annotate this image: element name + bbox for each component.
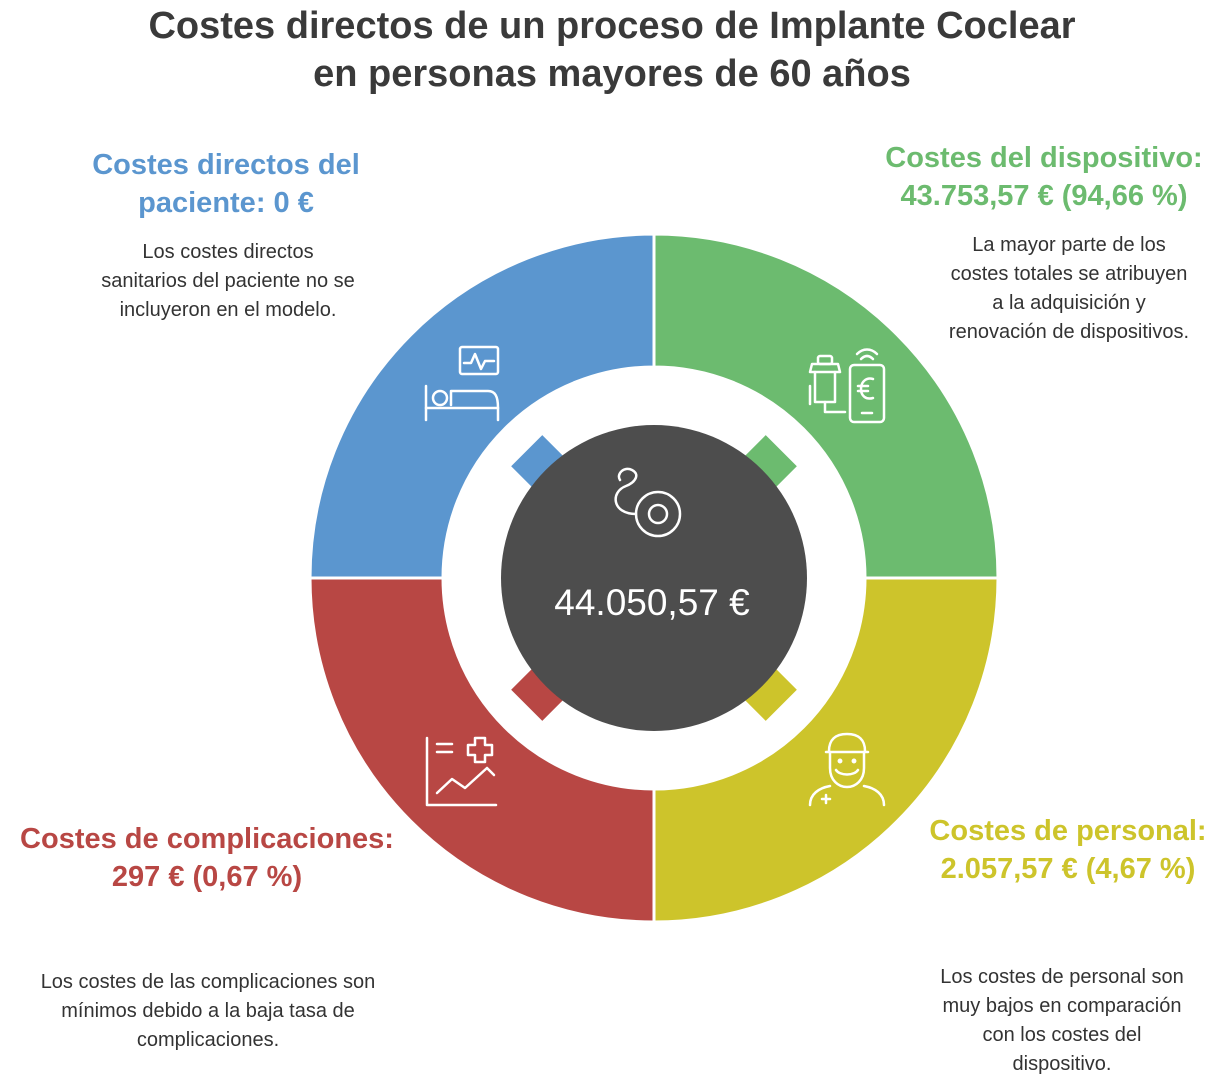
complications-desc-line: Los costes de las complicaciones son bbox=[40, 971, 376, 993]
patient-desc-line: incluyeron en el modelo. bbox=[119, 299, 337, 321]
staff-cost-description: Los costes de personal son muy bajos en … bbox=[906, 963, 1218, 1079]
complications-cost-description: Los costes de las complicaciones son mín… bbox=[0, 968, 416, 1055]
cochlear-implant-icon bbox=[614, 467, 682, 538]
patient-cost-heading-line-2: paciente: 0 € bbox=[138, 187, 314, 219]
center-hub bbox=[501, 425, 807, 731]
device-desc-line: renovación de dispositivos. bbox=[948, 321, 1190, 343]
title-line-1: Costes directos de un proceso de Implant… bbox=[148, 5, 1076, 47]
patient-cost-description: Los costes directos sanitarios del pacie… bbox=[58, 238, 398, 325]
complications-cost-heading: Costes de complicaciones: 297 € (0,67 %) bbox=[0, 820, 414, 896]
staff-desc-line: dispositivo. bbox=[1012, 1053, 1112, 1075]
device-cost-heading: Costes del dispositivo: 43.753,57 € (94,… bbox=[856, 139, 1224, 215]
device-cost-heading-line-1: Costes del dispositivo: bbox=[885, 142, 1203, 174]
diagram-title: Costes directos de un proceso de Implant… bbox=[0, 2, 1224, 98]
device-desc-line: costes totales se atribuyen bbox=[950, 263, 1188, 285]
staff-desc-line: con los costes del bbox=[982, 1024, 1142, 1046]
hospital-bed-monitor-icon bbox=[424, 345, 500, 422]
staff-desc-line: Los costes de personal son bbox=[940, 966, 1184, 988]
device-cost-description: La mayor parte de los costes totales se … bbox=[914, 231, 1224, 347]
medical-chart-icon bbox=[425, 736, 498, 807]
staff-desc-line: muy bajos en comparación bbox=[942, 995, 1182, 1017]
patient-desc-line: sanitarios del paciente no se bbox=[101, 270, 355, 292]
device-desc-line: a la adquisición y bbox=[992, 292, 1146, 314]
staff-cost-heading: Costes de personal: 2.057,57 € (4,67 %) bbox=[912, 812, 1224, 888]
patient-cost-heading: Costes directos del paciente: 0 € bbox=[76, 146, 376, 222]
complications-desc-line: complicaciones. bbox=[136, 1029, 280, 1051]
title-line-2: en personas mayores de 60 años bbox=[313, 53, 911, 95]
complications-cost-heading-line-2: 297 € (0,67 %) bbox=[111, 861, 303, 893]
nurse-icon bbox=[808, 732, 886, 807]
complications-cost-heading-line-1: Costes de complicaciones: bbox=[20, 823, 394, 855]
patient-desc-line: Los costes directos bbox=[142, 241, 314, 263]
complications-desc-line: mínimos debido a la baja tasa de bbox=[61, 1000, 355, 1022]
staff-cost-heading-line-1: Costes de personal: bbox=[929, 815, 1207, 847]
device-cost-heading-line-2: 43.753,57 € (94,66 %) bbox=[900, 180, 1188, 212]
staff-cost-heading-line-2: 2.057,57 € (4,67 %) bbox=[940, 853, 1196, 885]
total-cost-value: 44.050,57 € bbox=[554, 582, 750, 623]
patient-cost-heading-line-1: Costes directos del bbox=[92, 149, 360, 181]
device-desc-line: La mayor parte de los bbox=[972, 234, 1166, 256]
device-euro-phone-icon bbox=[808, 348, 886, 424]
